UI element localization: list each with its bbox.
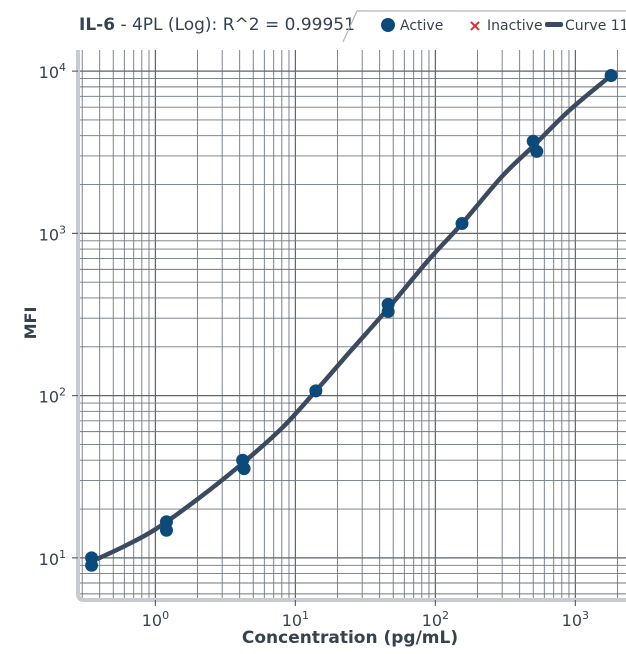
active-point <box>309 384 323 398</box>
active-point <box>455 217 469 231</box>
legend-label: Curve 11 <box>565 18 626 34</box>
active-point <box>381 305 395 319</box>
active-point <box>237 462 251 476</box>
grid <box>78 50 626 600</box>
y-tick-label: 102 <box>39 386 66 407</box>
x-tick-label: 100 <box>142 609 169 630</box>
legend-label: Inactive <box>487 18 543 34</box>
chart-title: IL-6 - 4PL (Log): R^2 = 0.99951 <box>79 15 355 35</box>
active-point <box>85 558 99 572</box>
legend-active-marker <box>381 18 395 32</box>
x-tick-label: 103 <box>562 609 589 630</box>
y-tick-label: 103 <box>39 223 66 244</box>
x-axis-label: Concentration (pg/mL) <box>242 628 458 648</box>
title-rest: - 4PL (Log): R^2 = 0.99951 <box>115 15 355 35</box>
x-tick-label: 101 <box>282 609 309 630</box>
y-tick-label: 104 <box>39 61 66 82</box>
legend-label: Active <box>400 18 443 34</box>
tick-labels: 100 101 102 103 101 102 103 104 <box>39 61 589 630</box>
axis-frame <box>76 50 626 602</box>
active-point <box>526 134 540 148</box>
active-point <box>530 144 544 158</box>
x-tick-label: 102 <box>422 609 449 630</box>
title-analyte: IL-6 <box>79 15 115 35</box>
y-tick-label: 101 <box>39 548 66 569</box>
data-points <box>85 69 618 572</box>
legend-curve-marker <box>545 22 563 27</box>
legend-inactive-marker: × <box>468 16 481 35</box>
active-point <box>159 523 173 537</box>
legend-box <box>342 10 626 43</box>
legend: Active × Inactive Curve 11 <box>342 10 626 43</box>
active-point <box>604 69 618 83</box>
y-axis-label: MFI <box>21 307 40 340</box>
axes <box>76 50 626 602</box>
